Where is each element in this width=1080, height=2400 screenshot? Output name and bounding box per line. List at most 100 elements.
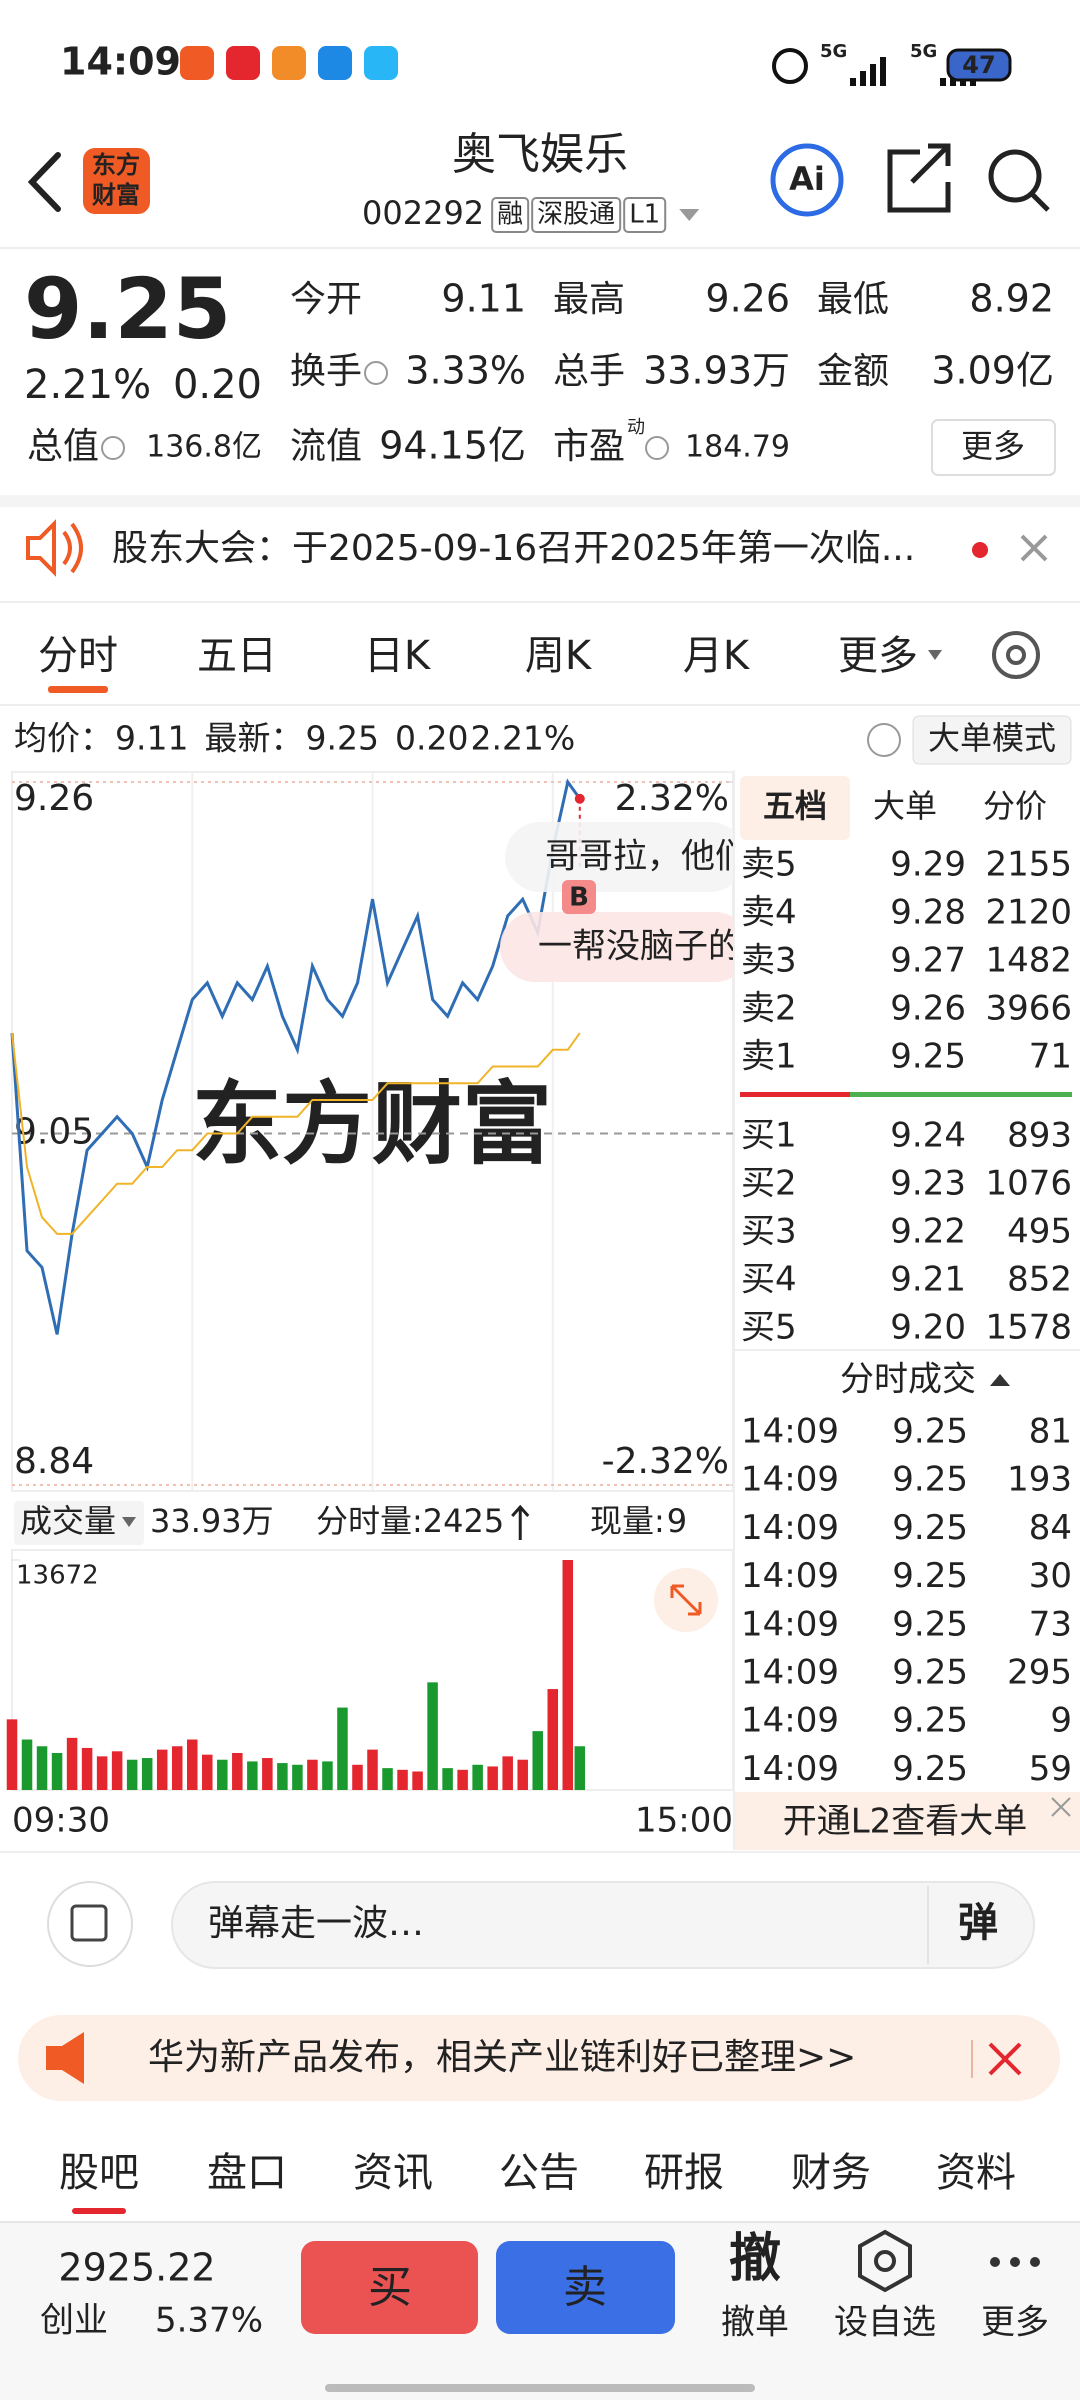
price-line (10, 778, 582, 1335)
footer-action[interactable]: 更多 (981, 2303, 1049, 2343)
order-tab[interactable]: 大单 (873, 787, 937, 825)
volume-selector (14, 1501, 144, 1545)
sell-button[interactable] (496, 2241, 675, 2334)
notice-dot (972, 542, 988, 558)
section-tab[interactable]: 财务 (791, 2150, 871, 2196)
bubble (505, 822, 745, 892)
volume-bar (457, 1769, 468, 1790)
chart-tab[interactable]: 周K (525, 633, 593, 679)
stat-label: 换手 (290, 351, 362, 392)
buy-button[interactable] (301, 2241, 478, 2334)
volume-label: 成交量 (20, 1502, 116, 1540)
trade-time: 14:09 (741, 1701, 839, 1741)
stock-tag: L1 (629, 200, 660, 230)
chart-tab[interactable]: 五日 (197, 633, 277, 679)
buy-label[interactable]: 买 (368, 2262, 412, 2313)
comment-input[interactable] (171, 1881, 1035, 1969)
trade-volume: 84 (1029, 1508, 1072, 1548)
promo-text[interactable]: 华为新产品发布，相关产业链利好已整理>> (148, 2037, 856, 2078)
volume-bar (562, 1560, 574, 1790)
volume-bar (517, 1759, 528, 1790)
share-button[interactable] (887, 143, 951, 213)
chart-tab[interactable]: 更多 (838, 633, 918, 679)
danmaku-bubble: 一帮没脑子的 (538, 927, 742, 967)
chart-tab[interactable]: 月K (683, 633, 751, 679)
stat-value: 136.8亿 (146, 430, 262, 465)
ai-button[interactable] (770, 143, 844, 217)
section-tab[interactable]: 研报 (644, 2150, 724, 2196)
watermark: 东方财富 (192, 1072, 552, 1177)
order-label: 卖3 (741, 941, 797, 981)
stat-label: 总手 (553, 351, 625, 392)
order-label: 买2 (741, 1164, 797, 1204)
stat-value: 184.79 (685, 430, 790, 465)
order-price: 9.26 (890, 989, 966, 1029)
order-tab[interactable]: 分价 (983, 787, 1047, 825)
order-price: 9.24 (890, 1116, 966, 1156)
trade-marker: B (569, 883, 589, 913)
footer-action[interactable]: 设自选 (834, 2303, 936, 2343)
section-indicator (72, 2208, 126, 2214)
volume-bar (247, 1761, 258, 1790)
section-tab[interactable]: 股吧 (59, 2150, 139, 2196)
notice-text: 股东大会：于2025-09-16召开2025年第一次临... (112, 528, 915, 569)
battery (946, 48, 1012, 82)
stat-label: 金额 (817, 351, 889, 392)
tag-border (531, 197, 622, 233)
watchlist-icon (858, 2229, 912, 2293)
search-button[interactable] (988, 149, 1042, 203)
order-volume: 1578 (985, 1308, 1072, 1348)
trade-volume: 295 (1007, 1653, 1072, 1693)
order-label: 卖4 (741, 893, 797, 933)
trade-price: 9.25 (892, 1701, 968, 1741)
logo-text: 东方 (92, 151, 140, 179)
footer-action[interactable]: 撤单 (721, 2303, 789, 2343)
notice-close[interactable] (1020, 534, 1048, 562)
settings-button[interactable] (992, 631, 1040, 679)
sell-label[interactable]: 卖 (563, 2262, 607, 2313)
section-tab[interactable]: 公告 (499, 2150, 579, 2196)
logo-text: 财富 (92, 181, 140, 209)
chart-tab[interactable]: 日K (364, 633, 432, 679)
section-tab[interactable]: 资讯 (353, 2150, 433, 2196)
logo (83, 148, 150, 214)
mode-label[interactable]: 大单模式 (928, 719, 1056, 757)
danmaku-button[interactable]: 弹 (958, 1900, 998, 1946)
ai-label[interactable]: Ai (789, 160, 825, 198)
signal-bar (860, 71, 866, 86)
trade-volume: 73 (1029, 1604, 1072, 1644)
order-tab[interactable]: 五档 (763, 787, 827, 825)
promo-close[interactable] (988, 2042, 1022, 2076)
volume-bar (322, 1761, 333, 1790)
change-percent: 2.21% (24, 362, 151, 408)
panel-cover (735, 770, 1080, 1855)
mode-button[interactable] (912, 715, 1072, 765)
chart-tab[interactable]: 分时 (38, 633, 118, 679)
order-label: 卖2 (741, 989, 797, 1029)
trade-price: 9.25 (892, 1749, 968, 1789)
volume-bar (81, 1747, 93, 1790)
comment-placeholder: 弹幕走一波… (208, 1903, 424, 1944)
l2-promo[interactable]: 开通L2查看大单 (783, 1802, 1028, 1842)
section-tab[interactable]: 资料 (936, 2150, 1016, 2196)
y-tick-label: 8.84 (14, 1441, 94, 1482)
order-volume: 893 (1007, 1116, 1072, 1156)
volume-bar (472, 1764, 483, 1790)
more-label[interactable]: 更多 (961, 427, 1025, 465)
volume-bar (397, 1769, 408, 1790)
section-tab[interactable]: 盘口 (207, 2150, 287, 2196)
minute-volume: 分时量:2425 (316, 1502, 504, 1540)
signal-bar (880, 57, 886, 86)
more-button[interactable] (931, 419, 1056, 476)
trade-price: 9.25 (892, 1412, 968, 1452)
comment-settings[interactable] (47, 1881, 133, 1967)
trade-price: 9.25 (892, 1556, 968, 1596)
trade-price: 9.25 (892, 1460, 968, 1500)
order-label: 卖5 (741, 845, 797, 885)
promo-icon (46, 2032, 84, 2084)
last-price: 9.25 (24, 260, 231, 358)
order-volume: 2155 (985, 845, 1072, 885)
order-price: 9.27 (890, 941, 966, 981)
alarm-icon (772, 48, 808, 84)
back-button[interactable] (27, 152, 61, 212)
